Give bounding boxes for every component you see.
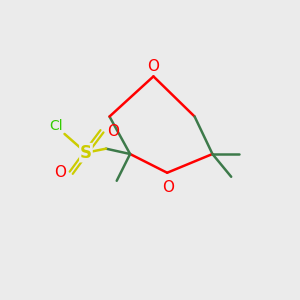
- Text: O: O: [147, 59, 159, 74]
- Text: O: O: [54, 165, 66, 180]
- Text: O: O: [163, 180, 175, 195]
- Text: S: S: [80, 144, 92, 162]
- Text: Cl: Cl: [50, 118, 63, 133]
- Text: O: O: [107, 124, 119, 139]
